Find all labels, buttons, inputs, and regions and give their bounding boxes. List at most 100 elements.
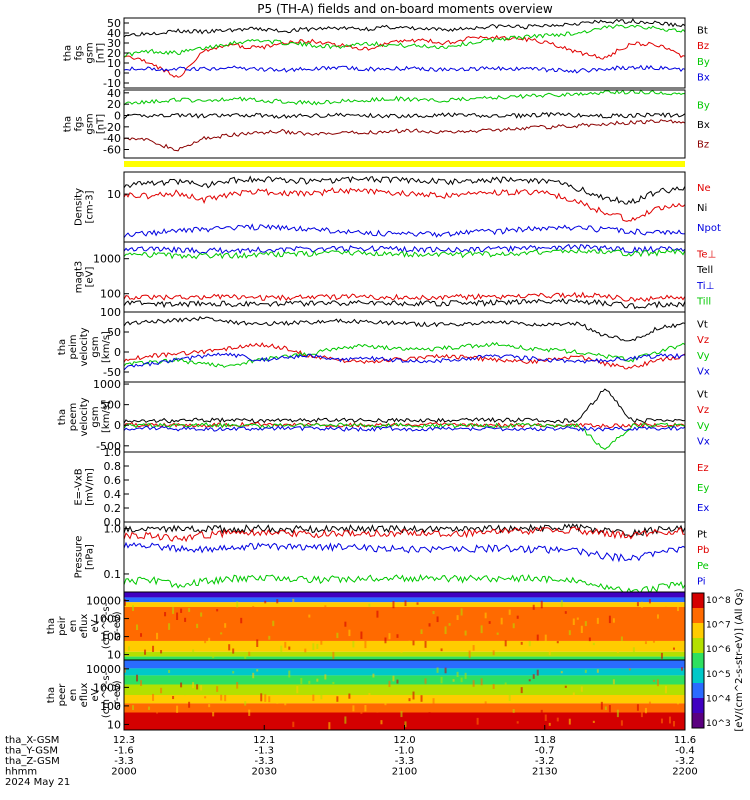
spectrogram-texture bbox=[372, 609, 375, 613]
series-Te⊥ bbox=[123, 291, 686, 303]
legend-Vt: Vt bbox=[697, 390, 708, 401]
y-tick-label: 0.2 bbox=[104, 502, 122, 515]
spectrogram-texture bbox=[392, 675, 395, 682]
y-axis-label-line: [nPa] bbox=[85, 544, 96, 570]
spectrogram-texture bbox=[640, 712, 643, 718]
spectrogram-texture bbox=[572, 692, 575, 697]
spectrogram-texture bbox=[188, 701, 191, 708]
spectrogram-texture bbox=[352, 641, 355, 648]
spectrogram-texture bbox=[284, 701, 287, 706]
spectrogram-texture bbox=[648, 598, 651, 604]
spectrogram-texture bbox=[288, 670, 291, 678]
series-Vx bbox=[123, 425, 686, 432]
spectrogram-texture bbox=[492, 650, 495, 656]
y-tick-label: -500 bbox=[96, 440, 121, 453]
spectrogram-texture bbox=[240, 707, 243, 713]
panel-efield: 1.00.80.60.40.20.0 E=-VxB [mV/m] Ez Ey Ex bbox=[74, 446, 710, 529]
spectrogram-texture bbox=[452, 679, 455, 682]
spectrogram-texture bbox=[140, 633, 143, 637]
spectrogram-texture bbox=[132, 705, 135, 711]
y-axis-label-line: gsm bbox=[85, 42, 96, 63]
legend-Npot: Npot bbox=[697, 223, 721, 234]
spectrogram-texture bbox=[424, 678, 427, 684]
y-tick-label: 10 bbox=[107, 188, 121, 201]
panel-density: 10 Density [cm-3] Ne Ni Npot bbox=[74, 171, 721, 243]
spectrogram-texture bbox=[520, 641, 523, 645]
spectrogram-texture bbox=[500, 617, 503, 625]
legend-Te⊥: Te⊥ bbox=[696, 250, 716, 261]
series-Pe bbox=[123, 573, 686, 593]
spectrogram-texture bbox=[368, 603, 371, 607]
series-Ne bbox=[123, 187, 686, 222]
colorbar-swatch bbox=[692, 668, 704, 684]
spectrogram-texture bbox=[476, 642, 479, 649]
colorbar-label: [eV/(cm^2-s-str-eV)] (All Qs) bbox=[734, 588, 745, 731]
y-axis-label-line: peim bbox=[68, 334, 79, 359]
series-Vx bbox=[123, 352, 686, 371]
spectrogram-band bbox=[124, 684, 685, 695]
spectrogram-texture bbox=[504, 682, 507, 690]
spectrogram-texture bbox=[300, 632, 303, 638]
spectrogram-texture bbox=[572, 618, 575, 626]
spectrogram-texture bbox=[188, 607, 191, 612]
y-tick-label: 1000 bbox=[93, 253, 121, 266]
y-axis-label: tha fgs gsm [nT] bbox=[63, 113, 107, 134]
spectrogram-texture bbox=[540, 709, 543, 718]
y-axis-label: tha peir en eflux eV (cm^2-s-sr-eV) bbox=[46, 602, 123, 649]
spectrogram-texture bbox=[588, 637, 591, 642]
y-axis-label: tha fgs gsm [nT] bbox=[63, 42, 107, 63]
spectrogram-texture bbox=[400, 711, 403, 718]
legend-Ez: Ez bbox=[697, 463, 709, 474]
spectrogram-texture bbox=[152, 693, 155, 701]
spectrogram-texture bbox=[364, 640, 367, 649]
spectrogram-texture bbox=[584, 669, 587, 673]
spectrogram-band bbox=[124, 675, 685, 685]
spectrogram-texture bbox=[320, 637, 323, 645]
spectrogram-texture bbox=[628, 668, 631, 671]
y-axis-label-line: [mV/m] bbox=[85, 468, 96, 506]
spectrogram-texture bbox=[488, 621, 491, 624]
y-tick-label: 10 bbox=[107, 649, 121, 662]
y-axis-label: Density [cm-3] bbox=[74, 188, 96, 226]
spectrogram-texture bbox=[176, 705, 179, 713]
spectrogram-texture bbox=[472, 680, 475, 687]
spectrogram-texture bbox=[304, 696, 307, 704]
spectrogram-texture bbox=[612, 679, 615, 685]
spectrogram-texture bbox=[512, 708, 515, 713]
spectrogram-texture bbox=[388, 633, 391, 640]
y-axis-label: tha peer en eflux eV (cm^2-s-sr-eV) bbox=[46, 671, 123, 718]
spectrogram-texture bbox=[616, 709, 619, 718]
colorbar-swatch bbox=[692, 623, 704, 639]
y-tick-label: 40 bbox=[107, 87, 121, 100]
spectrogram-texture bbox=[156, 632, 159, 640]
spectrogram-texture bbox=[532, 604, 535, 610]
plot-title: P5 (TH-A) fields and on-board moments ov… bbox=[257, 2, 553, 16]
spectrogram-texture bbox=[524, 715, 527, 719]
spectrogram-texture bbox=[560, 600, 563, 607]
spectrogram-texture bbox=[232, 648, 235, 654]
spectrogram-texture bbox=[364, 704, 367, 712]
y-tick-label: 10000 bbox=[86, 595, 121, 608]
legend-Pe: Pe bbox=[697, 561, 709, 572]
spectrogram-texture bbox=[588, 717, 591, 726]
spectrogram-texture bbox=[504, 640, 507, 647]
footer-value: 12.0 bbox=[393, 735, 415, 746]
spectrogram-texture bbox=[352, 705, 355, 712]
spectrogram-texture bbox=[144, 684, 147, 691]
y-axis-label-line: (cm^2-s- bbox=[101, 602, 112, 649]
spectrogram-texture bbox=[180, 608, 183, 613]
y-tick-label: -40 bbox=[103, 132, 121, 145]
spectrogram-texture bbox=[308, 680, 311, 684]
spectrogram-texture bbox=[624, 641, 627, 647]
y-tick-label: 1.0 bbox=[104, 446, 122, 459]
spectrogram-texture bbox=[548, 722, 551, 726]
spectrogram-texture bbox=[148, 706, 151, 710]
spectrogram-texture bbox=[580, 686, 583, 692]
spectrogram-texture bbox=[152, 645, 155, 652]
legend-Ex: Ex bbox=[697, 503, 709, 514]
footer-value: 12.1 bbox=[253, 735, 275, 746]
spectrogram-texture bbox=[464, 672, 467, 679]
colorbar-tick-label: 10^5 bbox=[706, 670, 731, 680]
legend-Bx: Bx bbox=[697, 120, 710, 131]
spectrogram-texture bbox=[640, 601, 643, 608]
